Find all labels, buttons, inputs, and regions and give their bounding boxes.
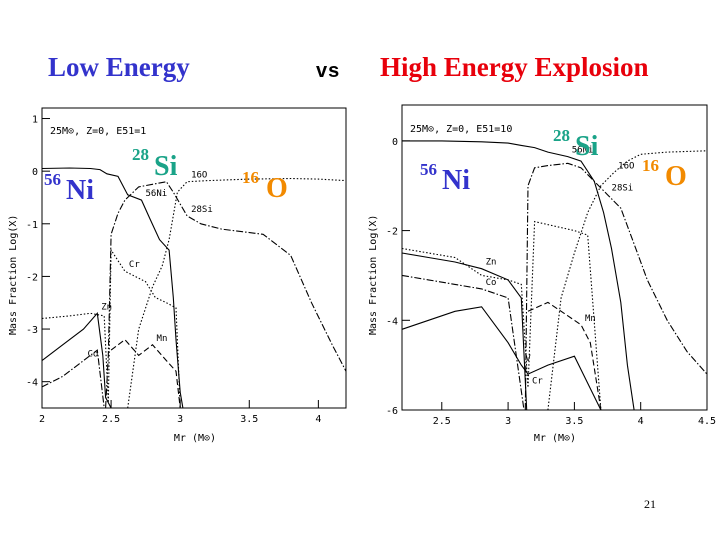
- si-mass-number: 28: [132, 145, 149, 164]
- series-label-cr: Cr: [129, 260, 140, 270]
- series-zn: [41, 312, 112, 409]
- plot-frame: [41, 107, 347, 409]
- series-16o: [547, 150, 708, 411]
- series-label-zn: Zn: [486, 258, 497, 268]
- ni-mass-number: 56: [44, 170, 61, 189]
- x-axis-label: Mr (M⊙): [174, 433, 216, 444]
- y-tick-label: -4: [26, 378, 38, 389]
- series-16o: [127, 177, 347, 409]
- page-number: 21: [644, 497, 656, 511]
- series-56ni: [41, 167, 184, 409]
- series-label-mn: Mn: [157, 334, 168, 344]
- y-tick-label: -4: [386, 316, 398, 327]
- series-label-16o: 16O: [618, 161, 634, 171]
- series-co: [41, 349, 105, 409]
- x-tick-label: 4.5: [698, 416, 716, 427]
- y-tick-label: -2: [386, 227, 398, 238]
- y-tick-label: -2: [26, 272, 38, 283]
- x-tick-label: 3.5: [565, 416, 583, 427]
- series-label-16o: 16O: [191, 171, 207, 181]
- x-tick-label: 3.5: [240, 414, 258, 425]
- series-cr: [41, 248, 181, 409]
- high-energy-chart: 2.5 3 3.5 4 4.50-2-4-6 56Ni28Si16OCrZnCoVMn …: [368, 104, 716, 444]
- axis-ticks: 2 2.5 3 3.5 4 1 0 -1 -2 -3 -4: [26, 115, 321, 425]
- series-mn: [527, 301, 602, 411]
- ni-symbol: Ni: [442, 165, 470, 196]
- title-vs: vs: [316, 60, 341, 82]
- y-tick-label: 0: [392, 137, 398, 148]
- si-symbol: Si: [575, 131, 599, 162]
- x-tick-label: 3: [505, 416, 511, 427]
- series-label-56ni: 56Ni: [572, 146, 594, 156]
- x-tick-label: 4: [638, 416, 644, 427]
- y-tick-label: -3: [26, 325, 38, 336]
- plot-frame: [401, 104, 708, 411]
- o-mass-number: 16: [242, 168, 259, 187]
- model-label: 25M⊙, Z=0, E51=10: [410, 124, 512, 135]
- series-zn: [401, 252, 528, 411]
- title-low-energy: Low Energy: [48, 52, 190, 82]
- series-cr: [401, 220, 602, 411]
- o-symbol: O: [665, 161, 687, 192]
- series-label-co: Co: [486, 278, 497, 288]
- series-28si: [105, 181, 347, 409]
- o-symbol: O: [266, 173, 288, 204]
- axis-ticks: 2.5 3 3.5 4 4.5 0 -2 -4 -6: [386, 137, 716, 427]
- ni-mass-number: 56: [420, 160, 437, 179]
- ni-symbol: Ni: [66, 175, 94, 206]
- x-tick-label: 4: [315, 414, 321, 425]
- model-label: 25M⊙, Z=0, E51=1: [50, 126, 146, 137]
- series-28si: [524, 162, 708, 411]
- series-label-v: V: [525, 354, 531, 364]
- si-mass-number: 28: [553, 126, 570, 145]
- y-tick-label: 0: [32, 167, 38, 178]
- series-label-co: Co: [87, 350, 98, 360]
- series-v: [401, 306, 602, 411]
- y-axis-label: Mass Fraction Log(X): [368, 215, 379, 335]
- series-label-mn: Mn: [585, 314, 596, 324]
- series-label-28si: 28Si: [612, 184, 634, 194]
- x-tick-label: 3: [177, 414, 183, 425]
- series-label-56ni: 56Ni: [145, 189, 167, 199]
- low-energy-chart: 2 2.5 3 3.5 410-1-2-3-4 56Ni28Si16OCrZnMnCo …: [8, 107, 347, 444]
- series-label-28si: 28Si: [191, 205, 213, 215]
- x-axis-label: Mr (M⊙): [534, 433, 576, 444]
- y-axis-label: Mass Fraction Log(X): [8, 215, 19, 335]
- series-co: [401, 274, 525, 411]
- series-label-cr: Cr: [532, 377, 543, 387]
- x-tick-label: 2: [39, 414, 45, 425]
- o-mass-number: 16: [642, 156, 659, 175]
- series-56ni: [402, 140, 635, 411]
- y-tick-label: 1: [32, 115, 38, 126]
- x-tick-label: 2.5: [433, 416, 451, 427]
- y-tick-label: -1: [26, 220, 38, 231]
- si-symbol: Si: [154, 151, 178, 182]
- y-tick-label: -6: [386, 406, 398, 417]
- x-tick-label: 2.5: [102, 414, 120, 425]
- title-high-energy-explosion: High Energy Explosion: [380, 52, 649, 82]
- series-label-zn: Zn: [101, 302, 112, 312]
- series-mn: [110, 338, 181, 409]
